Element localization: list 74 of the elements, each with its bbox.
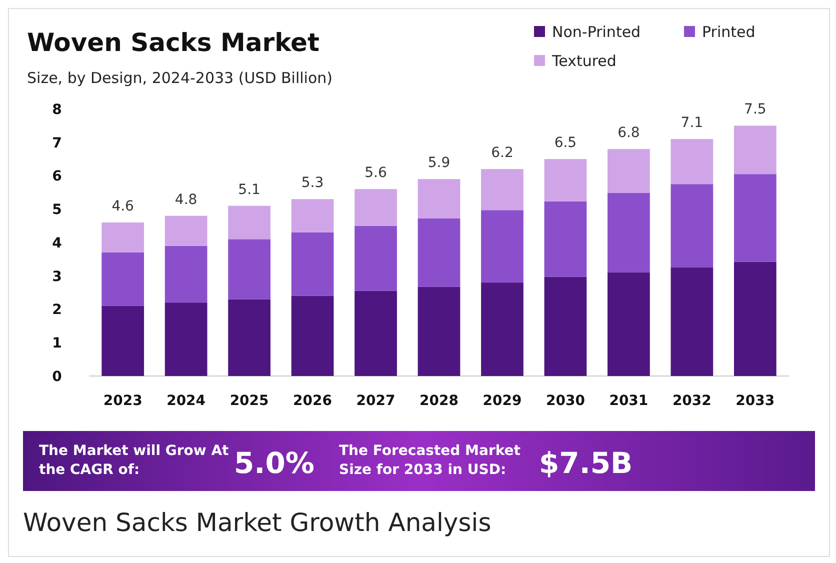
bar — [544, 276, 587, 376]
bar — [608, 192, 650, 273]
chart-title: Woven Sacks Market — [27, 28, 320, 57]
total-label: 5.3 — [301, 175, 324, 192]
y-tick-label: 3 — [52, 268, 62, 285]
total-label: 5.1 — [238, 182, 260, 198]
y-tick-label: 5 — [52, 202, 62, 218]
bar — [164, 216, 208, 246]
bar — [164, 302, 208, 376]
total-label: 4.8 — [174, 192, 198, 208]
x-tick-label: 2030 — [546, 393, 586, 409]
x-tick-label: 2025 — [230, 393, 269, 409]
bar — [544, 201, 587, 277]
bar — [102, 252, 144, 306]
bar — [228, 239, 270, 300]
bar — [418, 218, 460, 287]
chart-subtitle: Size, by Design, 2024-2033 (USD Billion) — [27, 69, 333, 87]
bar — [102, 222, 144, 253]
bar — [354, 226, 397, 291]
total-label: 5.6 — [364, 165, 387, 182]
bar — [291, 199, 334, 232]
bar — [734, 174, 776, 262]
y-tick-label: 2 — [52, 302, 62, 318]
bar — [228, 206, 270, 240]
bar — [670, 268, 714, 376]
bar — [291, 232, 334, 296]
x-tick-label: 2026 — [293, 393, 332, 409]
bar — [481, 282, 524, 376]
x-tick-label: 2031 — [609, 393, 648, 409]
bar — [418, 179, 460, 218]
text: The Market will Grow At the CAGR of: — [39, 443, 230, 478]
total-label: 6.8 — [618, 125, 640, 142]
bar — [734, 126, 776, 174]
bar — [670, 184, 714, 268]
x-tick-label: 2023 — [103, 393, 142, 409]
bar — [544, 159, 587, 202]
x-tick-label: 2027 — [356, 393, 396, 409]
bar — [164, 246, 208, 303]
bar — [228, 299, 270, 376]
bar — [354, 189, 397, 226]
y-tick-label: 7 — [52, 135, 62, 152]
y-tick-label: 1 — [52, 336, 62, 352]
bar — [418, 286, 460, 376]
bar — [102, 306, 144, 376]
bar — [354, 290, 397, 376]
x-tick-label: 2029 — [482, 393, 522, 409]
total-label: 6.2 — [491, 145, 514, 162]
y-tick-label: 8 — [52, 102, 62, 118]
text: The Forecasted Market Size for 2033 in USD: — [339, 443, 521, 478]
bar — [481, 210, 524, 283]
bar — [481, 169, 524, 210]
text: Woven Sacks Market Growth Analysis — [23, 508, 492, 537]
total-label: 7.1 — [680, 115, 704, 132]
text: 5.0% — [234, 446, 314, 480]
x-tick-label: 2024 — [166, 393, 206, 409]
total-label: 4.6 — [112, 198, 134, 214]
bar — [608, 149, 650, 193]
legend-label: Textured — [551, 52, 616, 70]
y-tick-label: 6 — [52, 168, 62, 185]
x-tick-label: 2028 — [420, 393, 458, 409]
total-label: 7.5 — [744, 102, 766, 118]
x-tick-label: 2033 — [736, 393, 775, 409]
legend-label: Printed — [702, 23, 756, 41]
legend-label: Non-Printed — [552, 23, 641, 41]
total-label: 6.5 — [554, 135, 577, 152]
y-tick-label: 4 — [52, 235, 62, 252]
y-tick-label: 0 — [52, 368, 62, 385]
total-label: 5.9 — [428, 155, 450, 172]
bar — [670, 139, 714, 184]
bar — [734, 262, 776, 376]
text: $7.5B — [539, 446, 633, 480]
bar — [291, 296, 334, 376]
x-tick-label: 2032 — [672, 393, 712, 409]
bar — [608, 272, 650, 376]
